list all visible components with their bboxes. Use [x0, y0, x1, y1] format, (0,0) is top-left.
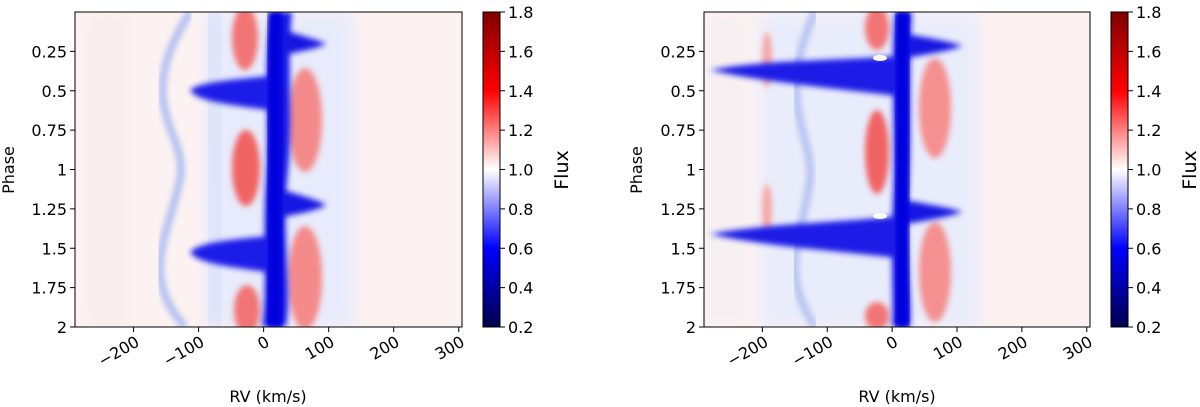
- x-tick-label: 200: [367, 332, 403, 364]
- emission-lobe: [762, 184, 772, 236]
- emission-lobe: [234, 285, 260, 327]
- absorption-spike: [190, 236, 268, 272]
- emission-lobe: [288, 68, 322, 172]
- y-tick-label: 2: [686, 318, 696, 337]
- colorbar-tick-label: 0.4: [1136, 279, 1161, 298]
- x-tick-label: 0: [883, 332, 901, 354]
- colorbar-gradient: [482, 11, 501, 328]
- absorption-spike: [905, 200, 962, 224]
- x-tick-label: −200: [724, 332, 772, 370]
- colorbar-tick-label: 1.0: [508, 161, 533, 180]
- colorbar-tick-label: 1.6: [508, 42, 533, 61]
- colorbar-tick-label: 0.2: [508, 318, 533, 337]
- y-tick-label: 1.5: [671, 239, 696, 258]
- colorbar-tick-label: 0.8: [1136, 200, 1161, 219]
- heatmap-image-2: [704, 12, 1090, 327]
- emission-lobes: [762, 12, 951, 327]
- x-axis-label: RV (km/s): [229, 387, 306, 406]
- colorbar-tick-label: 1.8: [508, 3, 533, 22]
- y-tick-label: 0.25: [660, 42, 696, 61]
- x-tick-label: 0: [254, 332, 272, 354]
- x-tick-label: 100: [930, 332, 966, 364]
- colorbar-ticks: 0.2 0.4 0.6 0.8 1.0 1.2 1.4 1.6 1.8: [500, 3, 533, 337]
- y-axis-label: Phase: [627, 146, 646, 194]
- x-tick-label: −100: [789, 332, 837, 370]
- absorption-spike: [275, 28, 326, 56]
- y-tick-label: 0.75: [31, 121, 67, 140]
- emission-lobe: [919, 58, 951, 158]
- colorbar-tick-label: 1.4: [508, 82, 533, 101]
- y-tick-label: 1: [57, 161, 67, 180]
- y-tick-label: 1.25: [31, 200, 67, 219]
- colorbar-tick-label: 0.2: [1136, 318, 1161, 337]
- colorbar-tick-label: 1.2: [1136, 121, 1161, 140]
- absorption-spike: [275, 188, 326, 218]
- emission-lobe: [919, 222, 951, 322]
- colorbar-tick-label: 1.2: [508, 121, 533, 140]
- colorbar-tick-label: 0.6: [508, 239, 533, 258]
- absorption-spike: [905, 34, 962, 58]
- y-tick-label: 0.75: [660, 121, 696, 140]
- emission-lobes: [232, 12, 322, 327]
- x-tick-label: −100: [160, 332, 208, 370]
- colorbar-tick-label: 1.0: [1136, 161, 1161, 180]
- x-tick-label: 300: [432, 332, 468, 364]
- y-tick-label: 1.25: [660, 200, 696, 219]
- colorbar-tick-label: 1.6: [1136, 42, 1161, 61]
- colorbar-gradient: [1110, 11, 1129, 328]
- faint-absorption-band: [194, 12, 235, 327]
- colorbar-ticks: 0.2 0.4 0.6 0.8 1.0 1.2 1.4 1.6 1.8: [1128, 3, 1161, 337]
- colorbar-label: Flux: [1179, 150, 1200, 190]
- y-tick-label: 2: [57, 318, 67, 337]
- emission-lobe: [288, 226, 322, 327]
- x-axis-label: RV (km/s): [858, 387, 935, 406]
- colorbar-tick-label: 1.8: [1136, 3, 1161, 22]
- emission-lobe: [865, 12, 889, 50]
- y-tick-label: 0.25: [31, 42, 67, 61]
- central-absorption-core: [896, 12, 909, 327]
- colorbar-1: 0.2 0.4 0.6 0.8 1.0 1.2 1.4 1.6 1.8 Flux: [482, 3, 573, 337]
- heatmap-panel-1: −200 −100 0 100 200 300 0.25 0.5 0.75 1 1.25 1.5 1.7…: [0, 3, 573, 406]
- y-tick-label: 0.5: [42, 82, 67, 101]
- wandering-absorption-track: [155, 12, 194, 327]
- x-tick-label: 100: [302, 332, 338, 364]
- y-tick-label: 1.75: [31, 279, 67, 298]
- heatmap-image-1: [75, 12, 462, 327]
- y-tick-label: 0.5: [671, 82, 696, 101]
- absorption-spike: [190, 76, 270, 110]
- emission-lobe: [865, 302, 889, 327]
- emission-lobe: [232, 12, 258, 70]
- y-tick-label: 1.5: [42, 239, 67, 258]
- central-absorption-core: [268, 12, 282, 327]
- faint-blue-zone: [85, 12, 130, 327]
- y-tick-label: 1: [686, 161, 696, 180]
- x-tick-label: 300: [1060, 332, 1096, 364]
- absorption-spike: [710, 56, 897, 96]
- emission-lobe: [865, 110, 889, 194]
- emission-lobe: [232, 130, 260, 206]
- x-tick-label: 200: [995, 332, 1031, 364]
- y-axis-label: Phase: [0, 146, 18, 194]
- absorption-spike: [710, 216, 897, 258]
- colorbar-tick-label: 0.4: [508, 279, 533, 298]
- x-tick-label: −200: [95, 332, 143, 370]
- colorbar-tick-label: 1.4: [1136, 82, 1161, 101]
- colorbar-tick-label: 0.6: [1136, 239, 1161, 258]
- absorption-gap: [873, 213, 887, 219]
- colorbar-tick-label: 0.8: [508, 200, 533, 219]
- y-tick-label: 1.75: [660, 279, 696, 298]
- heatmap-panel-2: −200 −100 0 100 200 300 0.25 0.5 0.75 1 1.25 1.5 1.7…: [627, 3, 1200, 406]
- colorbar-label: Flux: [551, 150, 573, 190]
- colorbar-2: 0.2 0.4 0.6 0.8 1.0 1.2 1.4 1.6 1.8 Flux: [1110, 3, 1200, 337]
- absorption-gap: [873, 55, 887, 61]
- faint-blue-zone: [704, 12, 750, 327]
